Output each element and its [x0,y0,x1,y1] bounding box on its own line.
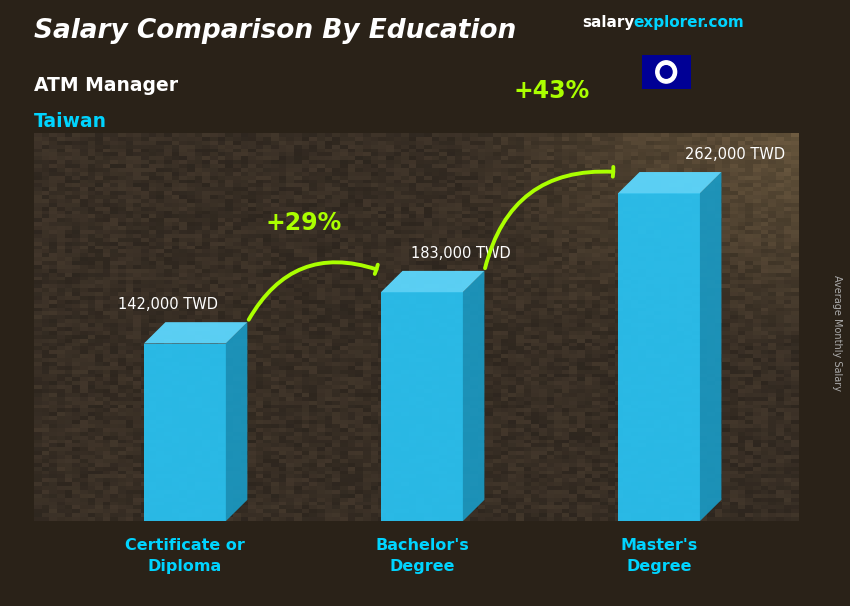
Polygon shape [226,322,247,521]
Text: Taiwan: Taiwan [34,112,107,131]
Polygon shape [700,172,722,521]
Bar [381,292,463,521]
Polygon shape [144,322,247,344]
Polygon shape [661,62,665,68]
Polygon shape [666,61,667,67]
Polygon shape [657,67,662,70]
Bar [144,344,226,521]
Text: explorer.com: explorer.com [633,15,744,30]
Text: 262,000 TWD: 262,000 TWD [685,147,785,162]
Text: ATM Manager: ATM Manager [34,76,178,95]
Polygon shape [618,172,722,193]
Circle shape [655,61,677,83]
Text: 183,000 TWD: 183,000 TWD [411,246,511,261]
Polygon shape [657,74,662,78]
Text: 142,000 TWD: 142,000 TWD [118,297,218,312]
Polygon shape [661,76,665,82]
Polygon shape [670,67,675,70]
Bar [642,55,690,89]
Polygon shape [655,71,661,73]
Polygon shape [670,74,675,78]
Text: Average Monthly Salary: Average Monthly Salary [832,275,842,391]
Polygon shape [666,78,667,83]
Polygon shape [668,76,672,82]
Circle shape [660,65,672,78]
Text: Salary Comparison By Education: Salary Comparison By Education [34,18,516,44]
Polygon shape [672,71,677,73]
Bar [618,193,700,521]
Polygon shape [463,271,484,521]
Text: salary: salary [582,15,635,30]
Polygon shape [668,62,672,68]
Text: +29%: +29% [265,211,342,235]
Text: +43%: +43% [513,79,589,103]
Polygon shape [381,271,484,292]
